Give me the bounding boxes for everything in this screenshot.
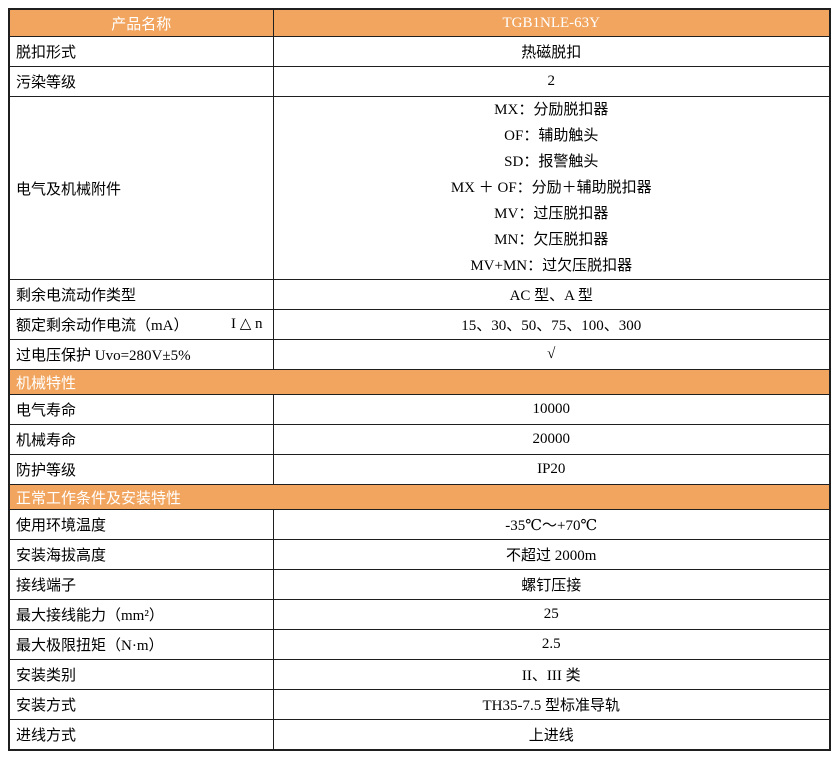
section-header-row: 正常工作条件及安装特性 [8,484,831,510]
spec-label: 最大极限扭矩（N·m） [8,629,274,660]
spec-value-line: MN：欠压脱扣器 [494,232,609,248]
spec-label: 剩余电流动作类型 [8,279,274,310]
section-title: 机械特性 [8,369,831,395]
spec-row: 安装类别 II、III 类 [8,659,831,690]
spec-row: 机械寿命 20000 [8,424,831,455]
spec-value-line: OF：辅助触头 [504,128,599,144]
product-name-header: 产品名称 [8,8,274,37]
spec-value: 25 [272,599,831,630]
spec-row: 接线端子 螺钉压接 [8,569,831,600]
spec-label-symbol: I △ n [230,316,263,332]
spec-label: 安装类别 [8,659,274,690]
spec-value: 10000 [272,394,831,425]
spec-row: 安装方式 TH35-7.5 型标准导轨 [8,689,831,720]
spec-label: 过电压保护 Uvo=280V±5% [8,339,274,370]
spec-row: 污染等级 2 [8,66,831,97]
spec-label: 防护等级 [8,454,274,485]
spec-row: 电气及机械附件 MX：分励脱扣器 OF：辅助触头 SD：报警触头 MX ＋ OF：分励＋… [8,96,831,280]
spec-value: AC 型、A 型 [272,279,831,310]
table-header-row: 产品名称 TGB1NLE-63Y [8,8,831,37]
spec-row: 最大极限扭矩（N·m） 2.5 [8,629,831,660]
spec-label: 电气及机械附件 [8,96,274,280]
spec-label: 额定剩余动作电流（mA） I △ n [8,309,274,340]
spec-value-line: SD：报警触头 [504,154,599,170]
spec-row: 脱扣形式 热磁脱扣 [8,36,831,67]
spec-value: 15、30、50、75、100、300 [272,309,831,340]
spec-label: 机械寿命 [8,424,274,455]
spec-value: MX：分励脱扣器 OF：辅助触头 SD：报警触头 MX ＋ OF：分励＋辅助脱扣器 MV… [272,96,831,280]
spec-label: 安装海拔高度 [8,539,274,570]
spec-row: 进线方式 上进线 [8,719,831,751]
spec-label: 电气寿命 [8,394,274,425]
spec-value: 2 [272,66,831,97]
section-title: 正常工作条件及安装特性 [8,484,831,510]
spec-label: 脱扣形式 [8,36,274,67]
spec-row: 安装海拔高度 不超过 2000m [8,539,831,570]
spec-row: 最大接线能力（mm²） 25 [8,599,831,630]
spec-row: 防护等级 IP20 [8,454,831,485]
spec-label: 污染等级 [8,66,274,97]
spec-label: 进线方式 [8,719,274,751]
spec-label: 使用环境温度 [8,509,274,540]
spec-value: 2.5 [272,629,831,660]
spec-label: 安装方式 [8,689,274,720]
spec-row: 电气寿命 10000 [8,394,831,425]
spec-value: 热磁脱扣 [272,36,831,67]
spec-label: 最大接线能力（mm²） [8,599,274,630]
spec-value-line: MV：过压脱扣器 [494,206,609,222]
spec-value: 不超过 2000m [272,539,831,570]
spec-value: II、III 类 [272,659,831,690]
spec-value: 上进线 [272,719,831,751]
spec-row: 使用环境温度 -35℃～+70℃ [8,509,831,540]
section-header-row: 机械特性 [8,369,831,395]
spec-value: √ [272,339,831,370]
spec-row: 剩余电流动作类型 AC 型、A 型 [8,279,831,310]
spec-value-line: MV+MN：过欠压脱扣器 [470,258,633,274]
spec-row: 额定剩余动作电流（mA） I △ n 15、30、50、75、100、300 [8,309,831,340]
spec-table-body: 脱扣形式 热磁脱扣 污染等级 2 电气及机械附件 MX：分励脱扣器 OF：辅助触头 SD：报警… [8,36,831,751]
product-spec-table: 产品名称 TGB1NLE-63Y 脱扣形式 热磁脱扣 污染等级 2 电气及机械附件 MX：… [8,8,831,751]
spec-value: -35℃～+70℃ [272,509,831,540]
spec-row: 过电压保护 Uvo=280V±5% √ [8,339,831,370]
product-model-header: TGB1NLE-63Y [272,8,831,37]
spec-value: 螺钉压接 [272,569,831,600]
spec-value: IP20 [272,454,831,485]
spec-value: 20000 [272,424,831,455]
spec-value-line: MX：分励脱扣器 [494,102,609,118]
spec-label: 接线端子 [8,569,274,600]
spec-value-line: MX ＋ OF：分励＋辅助脱扣器 [450,180,652,196]
spec-value: TH35-7.5 型标准导轨 [272,689,831,720]
